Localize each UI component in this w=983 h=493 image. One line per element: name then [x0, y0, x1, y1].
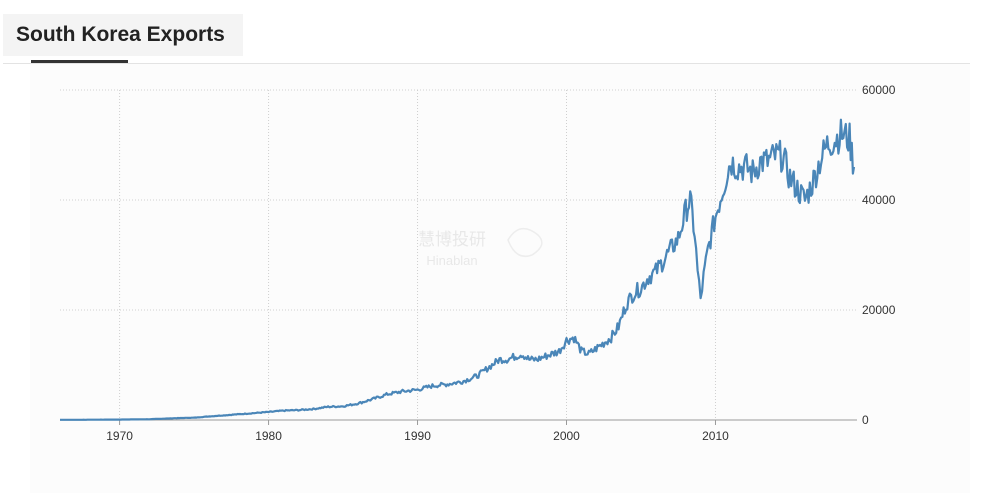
- y-tick-label-2: 40000: [862, 193, 896, 207]
- header-divider: [3, 63, 970, 64]
- chart-title: South Korea Exports: [16, 23, 225, 46]
- x-tick-label-1: 1980: [255, 429, 282, 443]
- watermark-logo-icon: [507, 227, 543, 258]
- chart-panel: [30, 64, 970, 493]
- x-tick-label-0: 1970: [106, 429, 133, 443]
- chart-grid: [60, 89, 857, 421]
- y-tick-label-1: 20000: [862, 303, 896, 317]
- y-tick-label-0: 0: [862, 413, 869, 427]
- title-tab: South Korea Exports: [3, 14, 243, 56]
- x-tick-label-3: 2000: [553, 429, 580, 443]
- watermark: 慧博投研 Hinablan: [418, 227, 543, 268]
- x-tick-label-4: 2010: [702, 429, 729, 443]
- series-line-exports: [60, 118, 856, 421]
- title-tab-underline: [31, 60, 128, 63]
- x-tick-label-2: 1990: [404, 429, 431, 443]
- y-tick-label-3: 60000: [862, 83, 896, 97]
- watermark-en: Hinablan: [426, 253, 477, 268]
- watermark-cn: 慧博投研: [418, 230, 486, 249]
- axis-ticks: 0 20000 40000 60000 1970 1980 1990 2000 2010: [106, 83, 895, 443]
